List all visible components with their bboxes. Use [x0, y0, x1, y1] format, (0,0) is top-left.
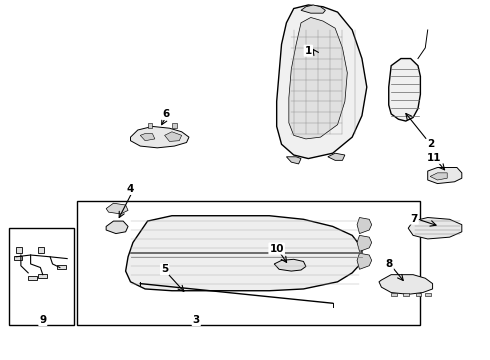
Polygon shape — [328, 153, 345, 160]
FancyBboxPatch shape — [38, 274, 47, 278]
FancyBboxPatch shape — [16, 247, 22, 253]
Polygon shape — [391, 293, 397, 296]
Polygon shape — [130, 126, 189, 148]
Polygon shape — [147, 123, 152, 128]
Polygon shape — [140, 134, 155, 141]
Polygon shape — [357, 253, 372, 269]
Polygon shape — [172, 123, 177, 128]
Polygon shape — [274, 259, 306, 271]
Polygon shape — [428, 167, 462, 184]
Polygon shape — [389, 59, 420, 121]
Text: 7: 7 — [411, 213, 418, 224]
Polygon shape — [106, 203, 128, 214]
FancyBboxPatch shape — [77, 202, 420, 325]
Polygon shape — [379, 275, 433, 294]
Text: 2: 2 — [427, 139, 435, 149]
FancyBboxPatch shape — [14, 256, 23, 260]
FancyBboxPatch shape — [28, 276, 37, 280]
Text: 11: 11 — [427, 153, 441, 163]
Text: 10: 10 — [270, 244, 284, 253]
Text: 4: 4 — [127, 184, 134, 194]
Text: 5: 5 — [161, 264, 168, 274]
Polygon shape — [301, 5, 325, 13]
Polygon shape — [416, 293, 421, 296]
Polygon shape — [287, 157, 301, 164]
Polygon shape — [165, 132, 182, 141]
Text: 3: 3 — [193, 315, 200, 325]
Polygon shape — [289, 18, 347, 139]
Polygon shape — [277, 5, 367, 158]
Polygon shape — [106, 221, 128, 234]
Polygon shape — [125, 216, 362, 291]
Polygon shape — [357, 235, 372, 251]
FancyBboxPatch shape — [57, 265, 66, 269]
Text: 9: 9 — [39, 315, 47, 325]
Text: 1: 1 — [305, 46, 312, 56]
Polygon shape — [403, 293, 409, 296]
Text: 6: 6 — [162, 109, 169, 119]
Polygon shape — [430, 173, 447, 180]
Text: 8: 8 — [386, 259, 393, 269]
Polygon shape — [357, 217, 372, 234]
FancyBboxPatch shape — [9, 228, 74, 325]
Polygon shape — [408, 217, 462, 239]
Polygon shape — [425, 293, 431, 296]
FancyBboxPatch shape — [38, 247, 44, 253]
